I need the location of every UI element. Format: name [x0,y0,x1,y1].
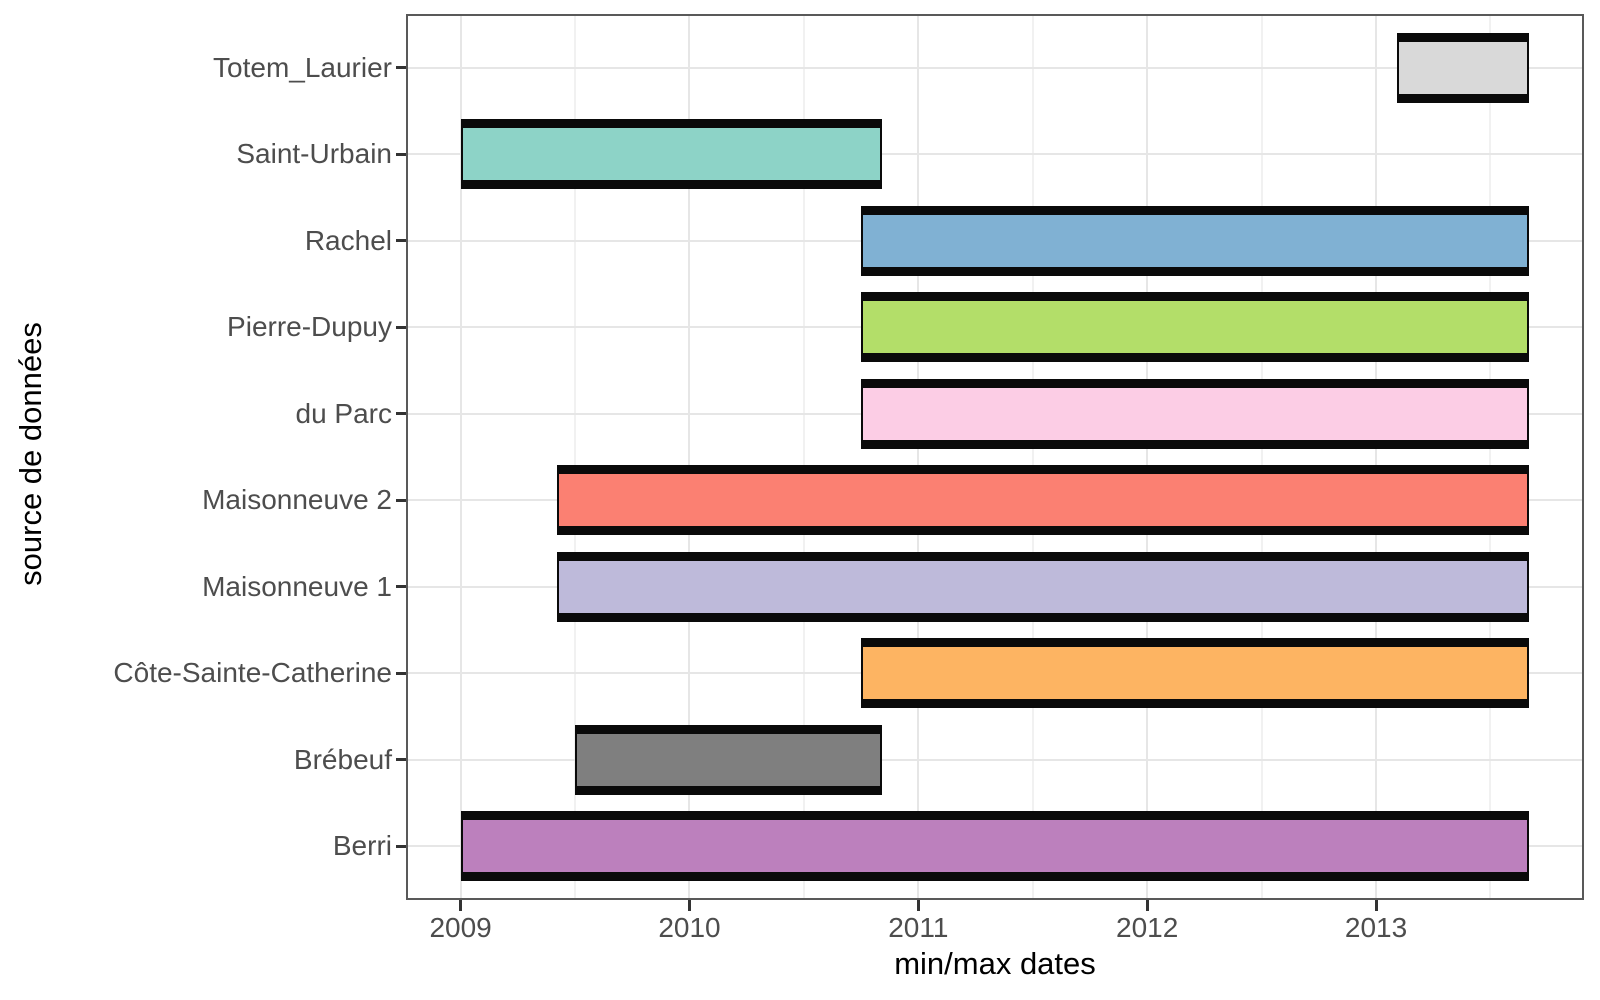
y-axis-tick [396,152,406,156]
x-tick-label: 2010 [658,912,721,943]
range-bar [861,378,1530,449]
range-bar [556,551,1530,622]
y-axis-tick [396,498,406,502]
x-axis-tick [459,900,463,911]
range-bar [575,724,882,795]
x-axis-title: min/max dates [894,946,1096,981]
y-tick-label: Maisonneuve 2 [202,484,392,516]
y-tick-label: Berri [332,830,392,862]
y-tick-label: Côte-Sainte-Catherine [113,657,392,689]
x-tick-label: 2012 [1116,912,1179,943]
y-axis-tick [396,239,406,243]
y-axis-tick [396,844,406,848]
x-axis-tick [687,900,691,911]
y-axis-title: source de données [13,322,48,586]
x-axis-tick [1145,900,1149,911]
y-axis-tick [396,66,406,70]
y-tick-label: Totem_Laurier [213,51,392,83]
y-tick-label: du Parc [295,397,393,429]
x-tick-label: 2013 [1344,912,1408,943]
y-tick-label: Saint-Urbain [236,138,392,170]
range-bar [460,119,882,190]
range-bar [861,292,1530,363]
x-axis-tick [916,900,920,911]
range-bar [1396,32,1530,103]
y-axis-tick [396,585,406,589]
range-bar [460,811,1530,882]
y-tick-label: Pierre-Dupuy [227,311,392,343]
y-tick-label: Rachel [304,224,392,256]
y-tick-label: Maisonneuve 1 [202,570,392,602]
y-axis-tick [396,325,406,329]
x-tick-label: 2011 [888,912,949,943]
y-axis-tick [396,758,406,762]
x-tick-label: 2009 [429,912,492,943]
range-bar [861,205,1530,276]
y-axis-tick [396,671,406,675]
y-axis-tick [396,412,406,416]
range-bar [556,465,1530,536]
x-axis-tick [1374,900,1378,911]
range-bar [861,638,1530,709]
y-tick-label: Brébeuf [293,743,392,775]
